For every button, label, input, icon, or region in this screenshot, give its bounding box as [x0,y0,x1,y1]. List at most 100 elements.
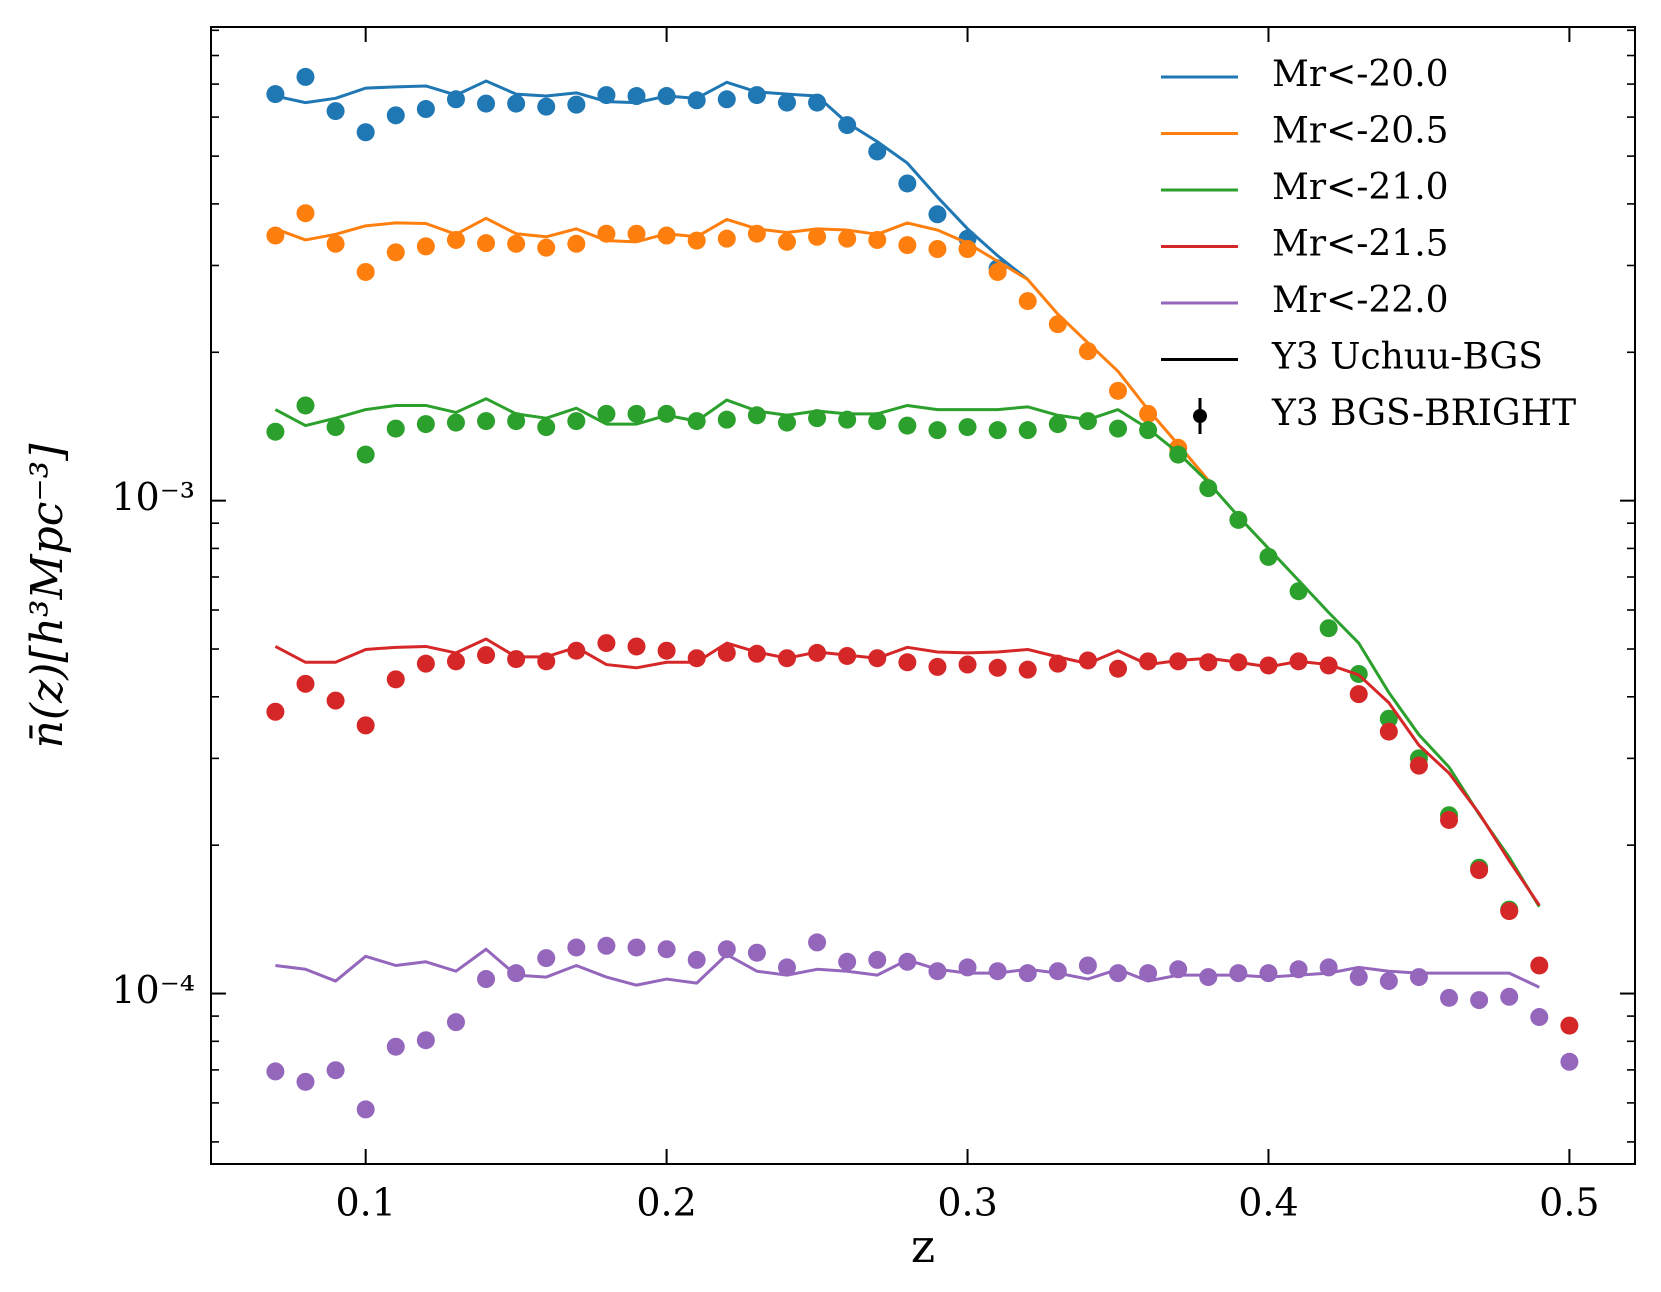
data-point [1349,685,1368,704]
data-point [416,237,435,256]
data-point [1109,381,1128,400]
data-point [266,702,285,721]
data-point [898,952,917,971]
data-point [477,234,496,253]
data-point [507,94,526,113]
data-point [657,226,676,245]
data-point [868,142,887,161]
data-point [1018,660,1037,679]
x-tick-label: 0.3 [937,1181,997,1225]
data-point [657,641,676,660]
data-point [567,234,586,253]
data-point [1259,964,1278,983]
model-line [274,637,1541,907]
data-point [777,232,796,251]
data-point [687,950,706,969]
data-point [1349,968,1368,987]
data-point [1319,656,1338,675]
data-point [1379,709,1398,728]
data-point [356,445,375,464]
data-point [356,1100,375,1119]
data-point [898,653,917,672]
legend-label: Mr<-21.5 [1272,224,1449,265]
data-point [326,691,345,710]
x-tick-label: 0.4 [1238,1181,1298,1225]
data-point [958,418,977,437]
data-point [386,106,405,125]
data-point [838,646,857,665]
data-point [988,421,1007,440]
data-point [808,933,827,952]
data-point [928,657,947,676]
data-point [1169,445,1188,464]
data-point [988,658,1007,677]
data-point [1470,861,1489,880]
x-tick-label: 0.2 [636,1181,696,1225]
data-point [1319,958,1338,977]
data-point [898,174,917,193]
data-point [1560,1052,1579,1071]
data-point [627,87,646,106]
data-point [808,409,827,428]
data-point [477,646,496,665]
model-line [274,397,1541,908]
data-point [627,637,646,656]
model-line [274,216,1210,482]
data-point [1048,962,1067,981]
data-point [416,415,435,434]
data-point [356,716,375,735]
data-point [1109,419,1128,438]
x-axis-label: z [911,1219,935,1273]
data-point [1199,653,1218,672]
data-point [356,262,375,281]
data-point [777,649,796,668]
data-point [597,634,616,653]
legend-label: Mr<-22.0 [1272,280,1449,321]
x-tick-label: 0.1 [335,1181,395,1225]
data-point [657,404,676,423]
data-point [1048,654,1067,673]
data-point [446,652,465,671]
data-point [868,649,887,668]
data-point [1530,956,1549,975]
data-point [386,1037,405,1056]
data-point [1048,315,1067,334]
data-point [446,413,465,432]
data-point [1169,960,1188,979]
data-point [1018,421,1037,440]
data-point [477,970,496,989]
data-point [747,943,766,962]
legend-label: Mr<-20.0 [1272,54,1449,95]
data-point [898,236,917,255]
data-point [477,94,496,113]
data-point [1500,902,1519,921]
data-point [928,240,947,259]
data-point [1319,619,1338,638]
data-point [567,95,586,114]
data-point [537,949,556,968]
data-point [326,102,345,121]
data-point [1440,988,1459,1007]
plot-frame [210,26,1636,1165]
legend-marker [1193,409,1207,423]
data-point [1018,292,1037,311]
data-point [356,123,375,142]
data-point [326,234,345,253]
data-point [1379,722,1398,741]
data-point [928,962,947,981]
data-point [1470,991,1489,1010]
legend-label: Y3 Uchuu-BGS [1271,337,1543,378]
data-point [416,100,435,119]
data-point [1139,404,1158,423]
data-point [898,416,917,435]
data-point [1289,582,1308,601]
data-point [747,224,766,243]
data-point [988,262,1007,281]
data-point [747,644,766,663]
data-point [988,962,1007,981]
data-point [928,205,947,224]
data-point [1109,659,1128,678]
y-tick-label: 10⁻⁴ [111,968,195,1012]
data-point [717,410,736,429]
